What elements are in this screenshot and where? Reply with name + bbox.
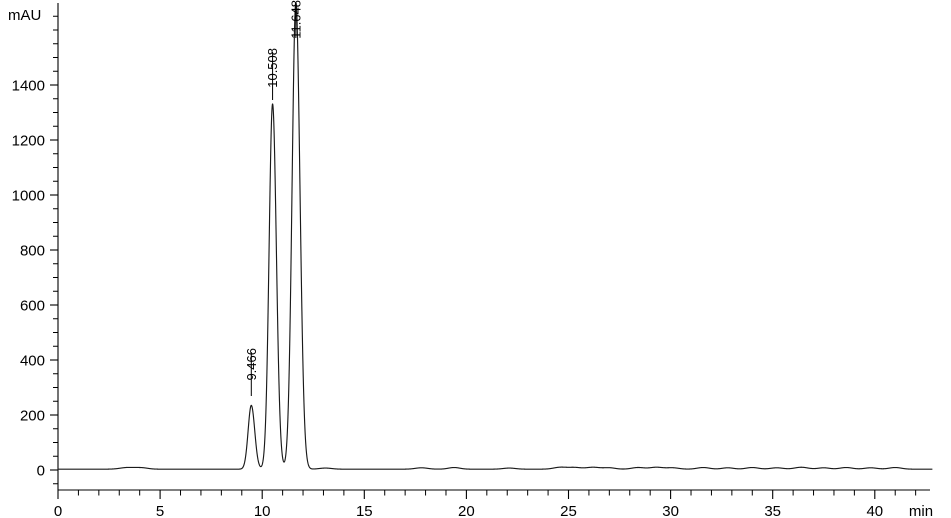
x-axis: 0 5 10 15 20 25 30 35 40 (54, 489, 930, 518)
y-axis: 0 200 400 600 800 1000 1200 1400 (12, 3, 59, 490)
y-tick-label: 200 (20, 408, 45, 425)
peak-retention-time-label: 10.508 (265, 48, 280, 88)
x-tick-label: 35 (764, 503, 781, 518)
x-tick-label: 0 (54, 503, 62, 518)
peak-retention-time-label: 11.648 (288, 0, 303, 39)
signal-trace (57, 2, 933, 470)
peak-retention-time-label: 9.466 (244, 348, 259, 381)
y-axis-unit-label: mAU (8, 7, 41, 24)
x-tick-label: 40 (866, 503, 883, 518)
axis-unit-labels: mAU min (8, 7, 933, 518)
y-tick-label: 1200 (12, 133, 45, 150)
x-tick-label: 10 (254, 503, 271, 518)
y-tick-label: 0 (37, 463, 45, 480)
y-tick-label: 800 (20, 243, 45, 260)
x-tick-label: 5 (156, 503, 164, 518)
y-tick-label: 1400 (12, 78, 45, 95)
x-tick-label: 30 (662, 503, 679, 518)
x-tick-label: 25 (560, 503, 577, 518)
peak-labels: 9.466 10.508 11.648 (244, 0, 303, 396)
x-tick-label: 20 (458, 503, 475, 518)
trace-line (57, 2, 933, 470)
x-tick-label: 15 (356, 503, 373, 518)
x-axis-unit-label: min (909, 503, 933, 518)
y-tick-label: 1000 (12, 188, 45, 205)
y-tick-label: 400 (20, 353, 45, 370)
y-tick-label: 600 (20, 298, 45, 315)
